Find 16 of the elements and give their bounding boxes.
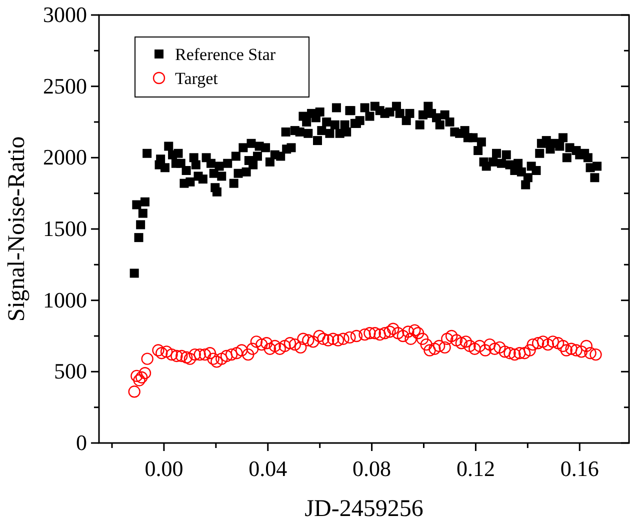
y-tick-label: 500 [54, 358, 87, 384]
y-tick-label: 0 [76, 430, 87, 455]
legend-label: Reference Star [175, 45, 276, 64]
x-tick-label: 0.08 [352, 456, 392, 481]
y-tick-label: 3000 [43, 2, 87, 27]
legend-label: Target [175, 69, 218, 88]
x-tick-label: 0.12 [456, 456, 495, 481]
y-axis-title: Signal-Noise-Ratio [4, 136, 30, 322]
x-tick-label: 0.16 [560, 456, 599, 481]
y-tick-label: 2500 [43, 73, 87, 98]
x-tick-label: 0.04 [248, 456, 288, 481]
y-tick-label: 1000 [43, 287, 87, 312]
x-tick-label: 0.00 [144, 456, 184, 481]
y-tick-label: 2000 [43, 144, 87, 170]
y-tick-label: 1500 [43, 216, 87, 241]
x-axis-title: JD-2459256 [304, 496, 424, 522]
